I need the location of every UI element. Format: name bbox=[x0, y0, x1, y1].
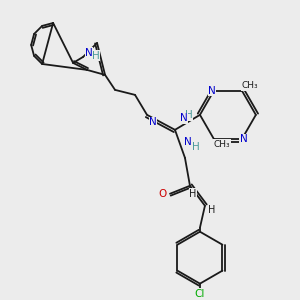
Text: H: H bbox=[184, 110, 192, 120]
Text: N: N bbox=[184, 137, 192, 147]
Text: O: O bbox=[159, 189, 167, 199]
Text: H: H bbox=[208, 205, 216, 215]
Text: N: N bbox=[208, 85, 216, 96]
Text: CH₃: CH₃ bbox=[242, 81, 258, 90]
Text: N: N bbox=[180, 113, 187, 123]
Text: H: H bbox=[92, 51, 100, 61]
Text: Cl: Cl bbox=[195, 289, 205, 298]
Text: N: N bbox=[85, 48, 93, 58]
Text: N: N bbox=[149, 117, 157, 127]
Text: CH₃: CH₃ bbox=[214, 140, 230, 148]
Text: N: N bbox=[240, 134, 248, 144]
Text: H: H bbox=[192, 142, 200, 152]
Text: H: H bbox=[189, 189, 197, 199]
